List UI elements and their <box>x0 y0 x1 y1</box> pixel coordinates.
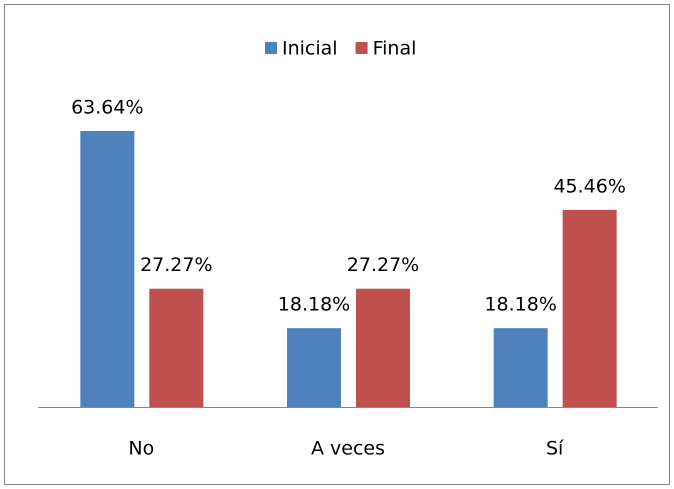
bar <box>149 288 204 407</box>
x-tick-label: No <box>128 438 154 460</box>
data-label: 27.27% <box>347 254 419 276</box>
data-label: 45.46% <box>553 175 625 197</box>
legend-swatch <box>355 42 368 54</box>
bar <box>562 209 617 407</box>
x-tick-label: A veces <box>311 438 385 460</box>
legend-label: Final <box>373 38 417 60</box>
x-tick-label: Sí <box>546 438 564 460</box>
legend-label: Inicial <box>282 38 338 60</box>
data-label: 63.64% <box>71 97 143 119</box>
legend-swatch <box>265 42 277 54</box>
bar <box>287 328 341 407</box>
bar <box>493 328 548 407</box>
bar <box>356 288 410 407</box>
bar <box>80 131 135 407</box>
data-label: 18.18% <box>278 294 350 316</box>
data-label: 18.18% <box>484 294 556 316</box>
data-label: 27.27% <box>140 254 212 276</box>
